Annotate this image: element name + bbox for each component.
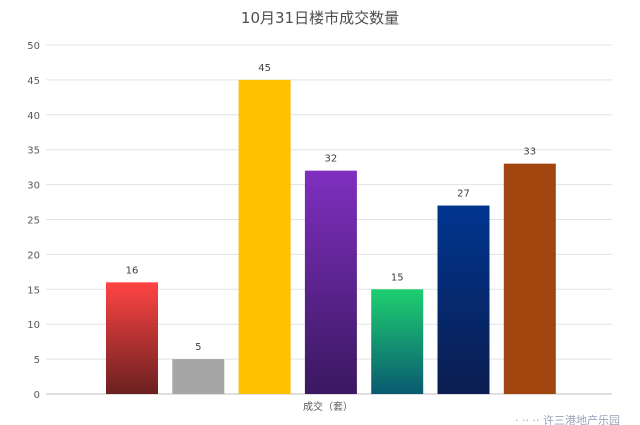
y-tick-label: 0 xyxy=(34,390,40,401)
watermark-text: · ·· ·· 许三港地产乐园 xyxy=(515,413,620,425)
y-tick-label: 40 xyxy=(27,111,40,122)
y-tick-label: 45 xyxy=(27,76,40,87)
y-tick-label: 15 xyxy=(27,285,40,296)
bar xyxy=(172,359,225,394)
data-labels: 16 5 45 32 15 27 33 xyxy=(126,63,537,353)
bar xyxy=(371,289,424,394)
bar-value-label: 16 xyxy=(126,265,139,276)
bar-value-label: 15 xyxy=(391,272,404,283)
bar xyxy=(106,282,158,394)
chart-title: 10月31日楼市成交数量 xyxy=(241,9,399,27)
bar xyxy=(304,170,357,394)
y-tick-label: 25 xyxy=(27,216,40,227)
bar xyxy=(503,163,556,394)
y-tick-label: 10 xyxy=(27,320,40,331)
bar-value-label: 33 xyxy=(523,147,536,158)
bar-value-label: 45 xyxy=(258,63,271,74)
bar-value-label: 5 xyxy=(195,342,201,353)
y-tick-label: 30 xyxy=(27,181,40,192)
y-tick-label: 5 xyxy=(34,355,40,366)
bars xyxy=(106,79,556,395)
y-axis-ticks: 0 5 10 15 20 25 30 35 40 45 50 xyxy=(27,41,40,401)
bar-value-label: 32 xyxy=(325,154,338,165)
bar xyxy=(238,79,291,395)
y-tick-label: 50 xyxy=(27,41,40,52)
x-axis-label: 成交（套） xyxy=(303,400,353,413)
bar xyxy=(437,205,490,394)
y-tick-label: 35 xyxy=(27,146,40,157)
y-tick-label: 20 xyxy=(27,250,40,261)
bar-value-label: 27 xyxy=(457,189,470,200)
